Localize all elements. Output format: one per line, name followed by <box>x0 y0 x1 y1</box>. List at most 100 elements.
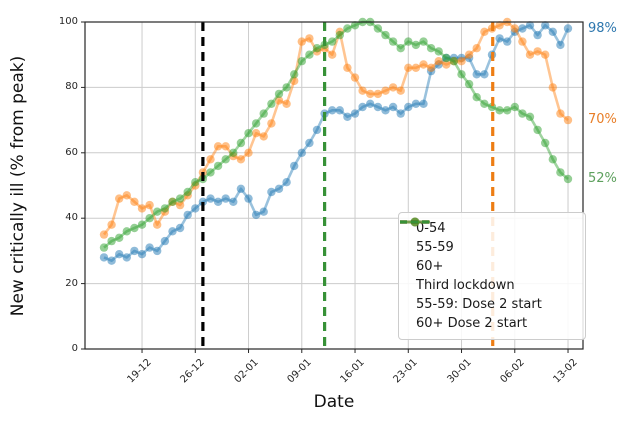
data-point <box>503 106 512 115</box>
data-point <box>480 70 489 79</box>
data-point <box>259 132 268 141</box>
data-point <box>495 34 504 43</box>
data-point <box>343 63 352 72</box>
data-point <box>442 60 451 69</box>
data-point <box>358 86 367 95</box>
data-point <box>419 60 428 69</box>
data-point <box>274 96 284 105</box>
data-point <box>267 99 276 109</box>
data-point <box>221 194 230 203</box>
data-point <box>396 44 405 53</box>
data-point <box>267 187 276 197</box>
data-point <box>480 99 489 109</box>
data-point <box>153 207 162 216</box>
data-point <box>305 34 314 43</box>
data-point <box>541 138 550 148</box>
data-point <box>221 155 230 164</box>
data-point <box>107 256 116 265</box>
data-point <box>290 161 299 171</box>
data-point <box>130 223 139 233</box>
legend-entry: 60+ <box>400 217 576 276</box>
data-point <box>449 57 459 66</box>
data-point <box>350 109 360 118</box>
legend-entry: 55-59: Dose 2 start <box>400 220 576 314</box>
data-point <box>404 37 413 46</box>
data-point <box>464 50 474 59</box>
y-tick-label: 0 <box>71 343 78 354</box>
data-point <box>411 63 421 72</box>
data-point <box>328 106 337 115</box>
data-point <box>297 37 306 46</box>
data-point <box>426 63 436 72</box>
data-point <box>541 21 550 30</box>
y-tick-label: 40 <box>65 212 78 224</box>
data-point <box>343 24 352 33</box>
data-point <box>183 187 192 197</box>
data-point <box>419 37 428 46</box>
data-point <box>472 70 481 79</box>
data-point <box>388 37 398 46</box>
data-point <box>510 102 519 112</box>
data-point <box>343 112 352 122</box>
data-point <box>381 30 390 40</box>
data-point <box>251 210 261 220</box>
data-point <box>442 53 451 63</box>
series-55-59 <box>99 17 573 239</box>
data-point <box>335 106 344 115</box>
data-point <box>373 102 383 112</box>
data-point <box>457 70 466 79</box>
data-point <box>434 47 443 56</box>
data-point <box>221 142 230 151</box>
data-point <box>525 112 535 122</box>
data-point <box>191 178 200 187</box>
data-point <box>411 40 421 50</box>
data-point <box>548 27 557 36</box>
data-point <box>312 44 322 53</box>
data-point <box>312 125 322 135</box>
y-tick-label: 80 <box>65 81 78 93</box>
data-point <box>145 200 154 210</box>
legend-entry: 60+ Dose 2 start <box>400 220 576 333</box>
data-point <box>510 24 519 33</box>
data-point <box>145 214 154 223</box>
data-point <box>160 204 170 213</box>
data-point <box>495 21 504 30</box>
data-point <box>297 148 306 157</box>
data-point <box>525 21 535 30</box>
data-point <box>472 44 481 53</box>
data-point <box>381 106 390 115</box>
data-point <box>404 63 413 72</box>
data-point <box>411 99 421 109</box>
data-point <box>99 243 109 252</box>
data-point <box>350 21 360 30</box>
data-point <box>259 207 268 216</box>
data-point <box>168 227 177 236</box>
data-point <box>153 246 162 256</box>
data-point <box>213 161 223 171</box>
data-point <box>282 178 291 187</box>
data-point <box>191 204 200 213</box>
data-point <box>251 119 261 128</box>
data-point <box>328 37 337 46</box>
data-point <box>563 174 573 184</box>
data-point <box>396 86 405 95</box>
data-point <box>99 230 109 239</box>
data-point <box>426 44 436 53</box>
data-point <box>115 233 124 242</box>
data-point <box>137 220 147 229</box>
data-point <box>213 197 223 206</box>
data-point <box>381 86 390 95</box>
data-point <box>305 50 314 59</box>
data-point <box>396 109 405 118</box>
data-point <box>373 24 383 33</box>
data-point <box>556 109 565 118</box>
data-point <box>404 102 413 112</box>
data-point <box>457 57 466 66</box>
data-point <box>213 142 223 151</box>
legend-label: 55-59: Dose 2 start <box>416 297 542 312</box>
data-point <box>153 220 162 229</box>
data-point <box>464 79 474 89</box>
data-point <box>183 210 192 220</box>
axes-spines <box>84 21 584 350</box>
